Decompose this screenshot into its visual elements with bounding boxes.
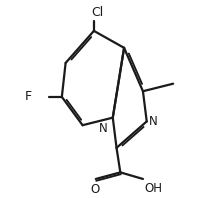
Text: O: O: [90, 183, 99, 196]
Text: OH: OH: [144, 182, 162, 195]
Text: N: N: [149, 115, 158, 128]
Text: Cl: Cl: [92, 6, 104, 19]
Text: N: N: [99, 122, 108, 135]
Text: F: F: [25, 90, 32, 103]
